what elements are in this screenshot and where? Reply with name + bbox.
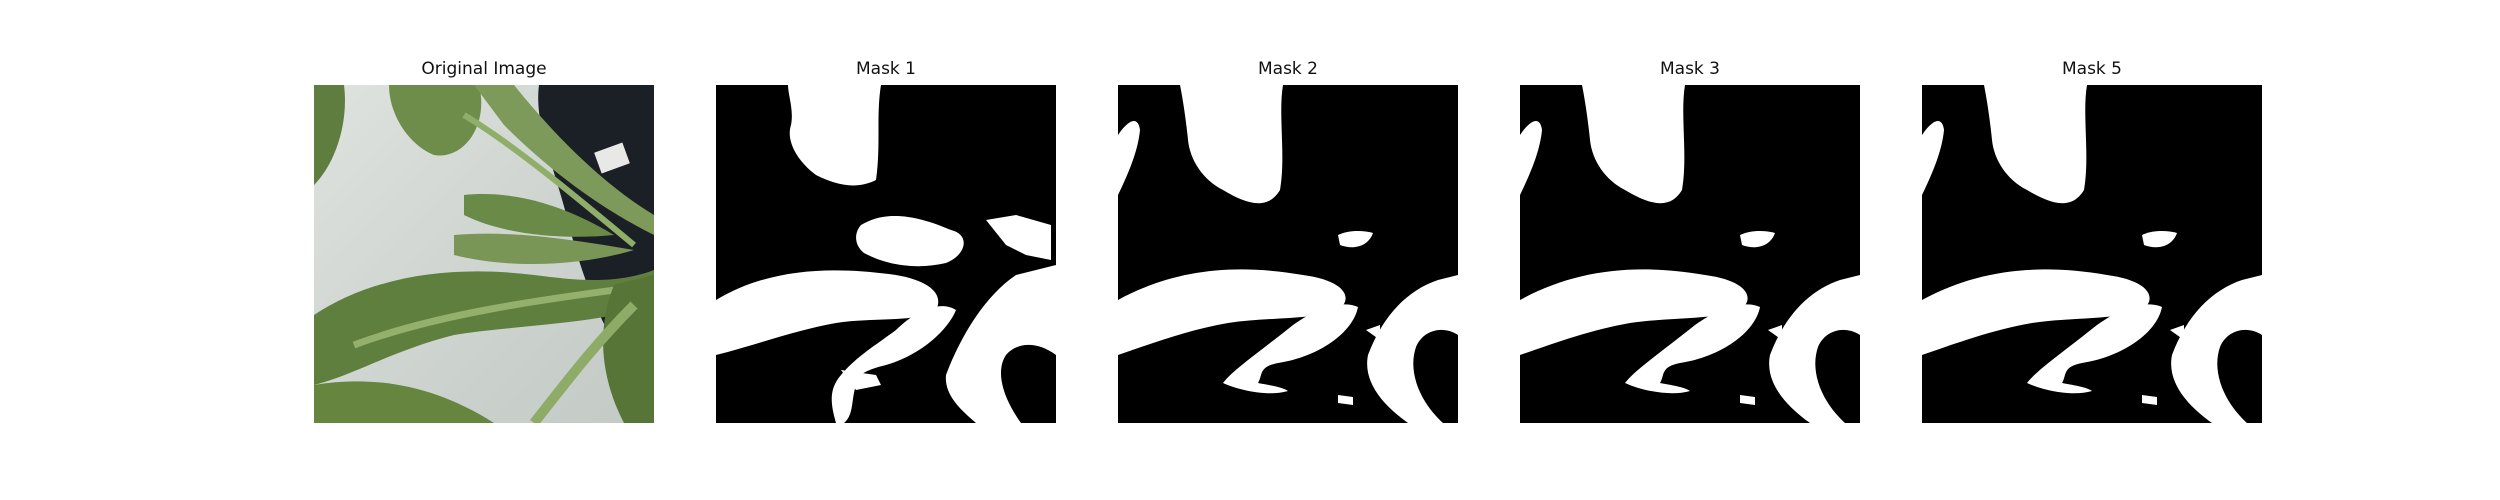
panel-title: Mask 1 [855,59,916,79]
mask-1-image [716,85,1056,423]
panel-title: Original Image [421,59,547,79]
panel-title: Mask 3 [1659,59,1720,79]
mask-5-image [1922,85,2262,423]
panel-title: Mask 5 [2061,59,2122,79]
mask-3-image [1520,85,1860,423]
original-plant-photo [314,85,654,423]
mask-2-image [1118,85,1458,423]
panel-title: Mask 2 [1257,59,1318,79]
